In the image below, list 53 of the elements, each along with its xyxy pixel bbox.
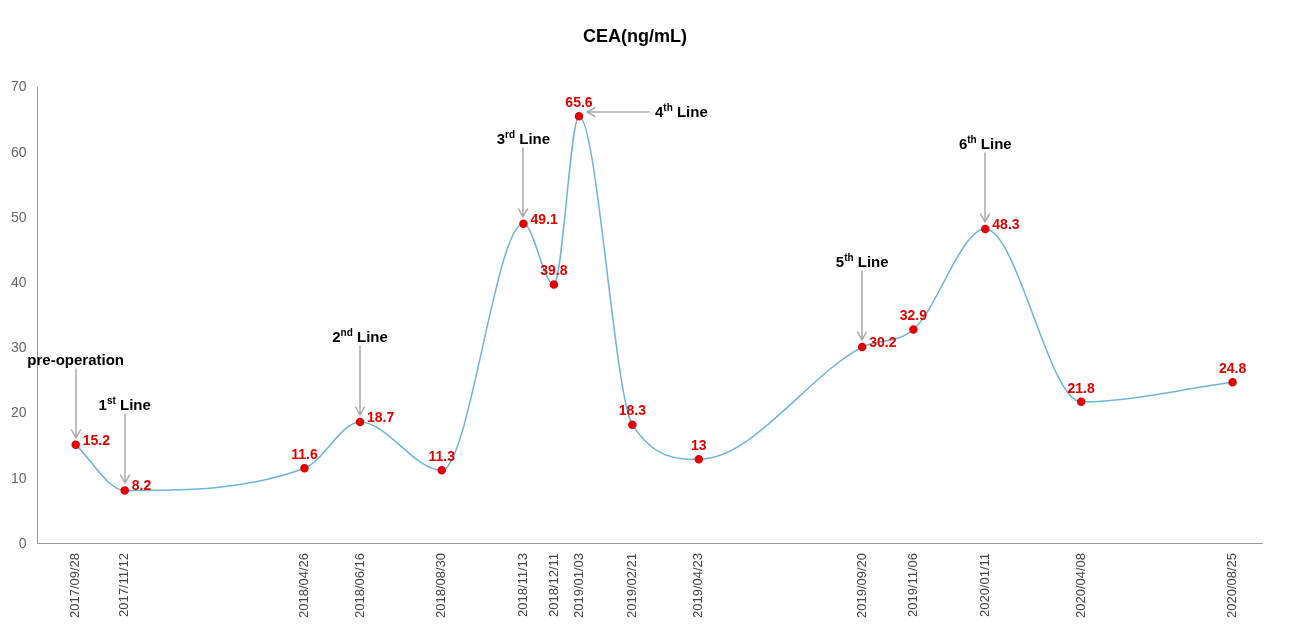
x-tick-label: 2019/09/20 [853, 552, 869, 619]
point [437, 466, 446, 475]
x-tick-label: 2020/08/25 [1224, 552, 1240, 619]
point [71, 440, 80, 450]
data-label: 49.1 [530, 210, 558, 227]
x-tick-label: 2019/02/21 [623, 552, 639, 619]
data-label: 8.2 [131, 477, 152, 494]
x-tick-label: 2019/01/03 [570, 552, 586, 619]
x-tick-label: 2018/11/13 [515, 552, 530, 618]
x-tick-label: 2018/04/26 [296, 552, 312, 619]
data-label: 18.3 [618, 402, 647, 419]
point [549, 280, 559, 289]
x-tick-label: 2018/12/11 [545, 552, 561, 618]
data-label: 48.3 [992, 215, 1020, 232]
point [628, 420, 637, 429]
y-tick-label: 20 [10, 404, 27, 421]
point [300, 464, 309, 473]
annotation: pre-operation [27, 350, 125, 368]
point [857, 342, 867, 352]
x-tick-label: 2020/01/11 [976, 552, 992, 618]
y-tick-label: 60 [10, 143, 27, 160]
point [519, 219, 528, 229]
point [694, 454, 704, 464]
x-tick-label: 2020/04/08 [1072, 552, 1088, 619]
x-tick-label: 2018/08/30 [433, 552, 449, 619]
point [355, 417, 365, 427]
point [574, 112, 584, 121]
data-label: 32.9 [899, 307, 928, 324]
y-tick-label: 70 [10, 78, 27, 95]
data-label: 15.2 [82, 431, 111, 448]
data-label: 11.3 [428, 448, 456, 465]
data-label: 13 [691, 437, 707, 454]
x-tick-label: 2017/09/28 [67, 552, 83, 619]
point [120, 486, 129, 495]
chart-title: CEA(ng/mL) [583, 25, 687, 46]
point [1228, 378, 1237, 387]
x-tick-label: 2019/04/23 [690, 552, 706, 619]
y-tick-label: 50 [10, 208, 27, 225]
y-tick-label: 40 [10, 274, 27, 291]
data-label: 65.6 [565, 94, 593, 111]
point [1076, 397, 1086, 407]
y-tick-label: 10 [10, 469, 27, 486]
y-tick-label: 30 [10, 339, 27, 356]
data-label: 21.8 [1067, 379, 1096, 396]
data-label: 24.8 [1218, 360, 1247, 377]
data-label: 18.7 [367, 408, 395, 425]
data-label: 11.6 [291, 446, 318, 463]
x-tick-label: 2017/11/12 [116, 552, 132, 618]
x-tick-label: 2018/06/16 [351, 552, 367, 619]
x-tick-label: 2019/11/06 [904, 552, 920, 618]
y-tick-label: 0 [18, 534, 27, 551]
point [909, 325, 918, 334]
point [981, 224, 990, 234]
